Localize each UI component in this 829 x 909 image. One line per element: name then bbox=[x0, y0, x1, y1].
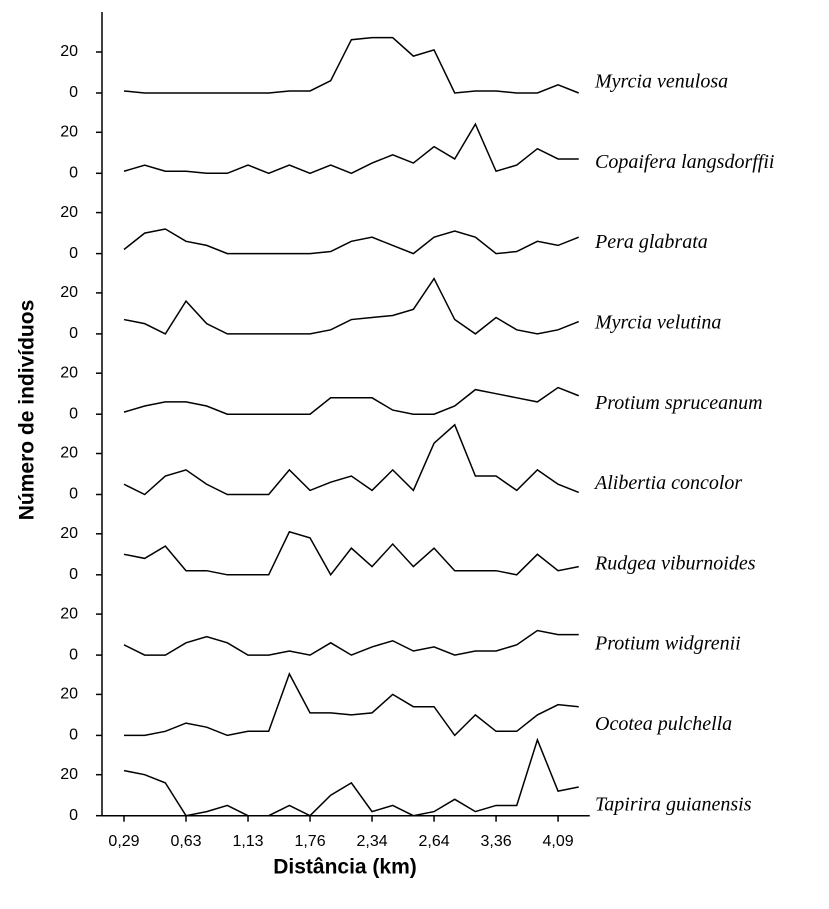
x-tick-label: 1,76 bbox=[294, 833, 325, 850]
y-tick-label: 20 bbox=[60, 525, 78, 542]
series-label: Protium spruceanum bbox=[594, 392, 763, 414]
y-tick-label: 20 bbox=[60, 766, 78, 783]
series-label: Ocotea pulchella bbox=[595, 713, 732, 735]
x-tick-label: 2,64 bbox=[418, 833, 449, 850]
y-tick-label: 20 bbox=[60, 605, 78, 622]
x-tick-label: 4,09 bbox=[542, 833, 573, 850]
x-tick-label: 1,13 bbox=[232, 833, 263, 850]
y-tick-label: 0 bbox=[69, 84, 78, 101]
series-line bbox=[123, 629, 579, 656]
y-tick-label: 0 bbox=[69, 807, 78, 824]
series-label: Myrcia venulosa bbox=[594, 71, 728, 93]
y-tick-label: 0 bbox=[69, 165, 78, 182]
y-tick-label: 20 bbox=[60, 284, 78, 301]
series-line bbox=[123, 36, 580, 94]
y-tick-label: 0 bbox=[69, 325, 78, 342]
y-axis-title: Número de indivíduos bbox=[16, 300, 39, 521]
y-tick-label: 20 bbox=[60, 204, 78, 221]
y-tick-label: 0 bbox=[69, 727, 78, 744]
y-tick-label: 20 bbox=[60, 445, 78, 462]
series-line bbox=[124, 672, 579, 737]
series-line bbox=[123, 277, 580, 335]
y-tick-label: 0 bbox=[69, 245, 78, 262]
x-axis-title: Distância (km) bbox=[273, 856, 417, 879]
series-line bbox=[123, 122, 579, 175]
y-tick-label: 0 bbox=[69, 405, 78, 422]
x-tick-label: 2,34 bbox=[356, 833, 387, 850]
y-tick-label: 20 bbox=[60, 124, 78, 141]
series-label: Tapirira guianensis bbox=[595, 793, 752, 815]
series-line bbox=[123, 423, 580, 496]
series-label: Copaifera langsdorffii bbox=[595, 151, 774, 173]
y-tick-label: 0 bbox=[69, 566, 78, 583]
series-label: Myrcia velutina bbox=[594, 311, 721, 333]
x-tick-label: 0,29 bbox=[108, 833, 139, 850]
y-tick-label: 20 bbox=[60, 364, 78, 381]
x-tick-label: 0,63 bbox=[170, 833, 201, 850]
y-tick-label: 0 bbox=[69, 486, 78, 503]
x-tick-label: 3,36 bbox=[480, 833, 511, 850]
series-line bbox=[123, 386, 580, 415]
y-tick-label: 20 bbox=[60, 686, 78, 703]
series-label: Pera glabrata bbox=[594, 231, 708, 253]
series-label: Rudgea viburnoides bbox=[594, 552, 756, 574]
series-line bbox=[123, 228, 580, 255]
y-tick-label: 20 bbox=[60, 43, 78, 60]
series-line bbox=[123, 737, 579, 817]
y-tick-label: 0 bbox=[69, 646, 78, 663]
series-line bbox=[123, 530, 579, 577]
series-label: Protium widgrenii bbox=[594, 633, 741, 655]
series-label: Alibertia concolor bbox=[593, 472, 742, 494]
